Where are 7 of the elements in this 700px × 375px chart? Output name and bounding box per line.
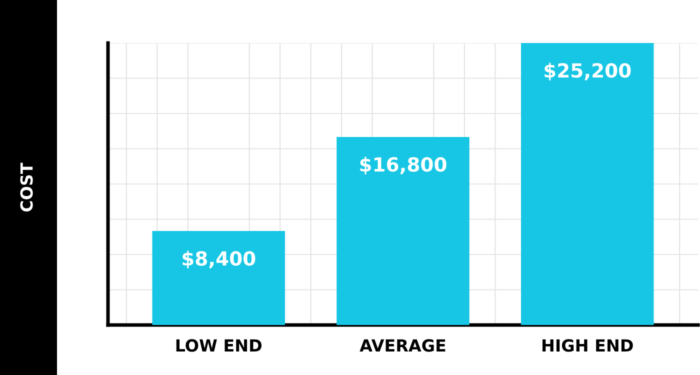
- data-label: $25,200: [544, 62, 631, 80]
- x-tick-label: LOW END: [176, 339, 262, 352]
- data-label: $16,800: [360, 156, 446, 174]
- data-label: $8,400: [182, 250, 256, 268]
- x-tick-label: AVERAGE: [360, 339, 446, 352]
- y-axis-title: COST: [20, 162, 33, 212]
- x-tick-label: HIGH END: [542, 339, 633, 352]
